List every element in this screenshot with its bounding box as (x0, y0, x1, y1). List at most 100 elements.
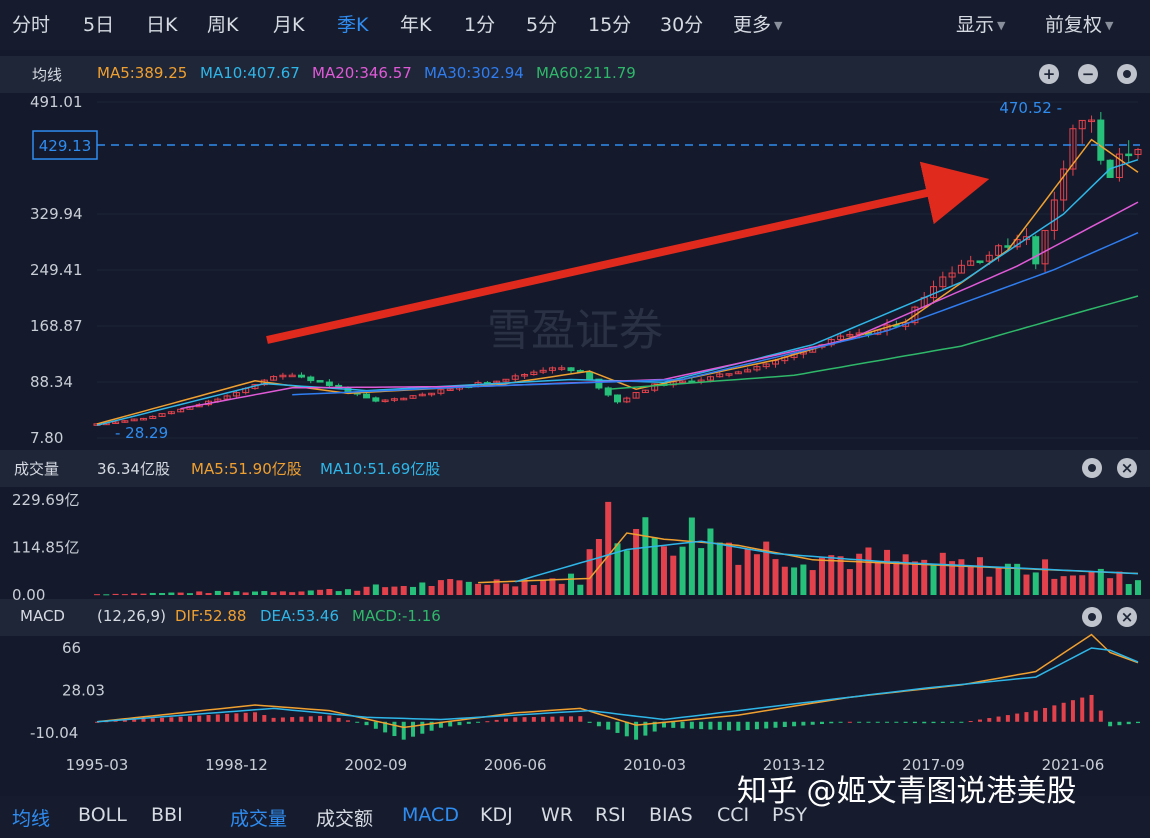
volume-bar (270, 592, 277, 595)
macd-histogram-bar (411, 721, 416, 737)
volume-bar (177, 592, 184, 595)
candle-body (446, 388, 454, 392)
tab-30min[interactable]: 30分 (660, 14, 704, 36)
max-price-label: 470.52 - (999, 99, 1062, 117)
adjust-dropdown[interactable]: 前复权 ▼ (1045, 10, 1113, 37)
volume-bar (298, 591, 305, 595)
volume-bar (475, 583, 482, 595)
volume-bar (670, 555, 677, 595)
volume-bar (1023, 574, 1030, 595)
tab-5min[interactable]: 5分 (526, 14, 558, 36)
tab-timeshare[interactable]: 分时 (12, 14, 51, 36)
settings-icon[interactable] (1082, 607, 1102, 627)
macd-histogram-bar (1024, 712, 1029, 722)
time-axis-tick-7: 2021-06 (1042, 756, 1105, 774)
macd-histogram-bar (727, 721, 732, 731)
tab-bias[interactable]: BIAS (649, 804, 693, 826)
candle-body (372, 397, 380, 402)
ma30-value: MA30:302.94 (424, 64, 524, 82)
tab-daily-k[interactable]: 日K (146, 14, 178, 36)
volume-bar (465, 581, 472, 595)
tab-ma[interactable]: 均线 (12, 808, 51, 830)
tab-quarterly-k[interactable]: 季K (337, 14, 369, 36)
display-label: 显示 (956, 14, 995, 36)
tab-cci[interactable]: CCI (717, 804, 750, 826)
zoom-in-icon[interactable]: + (1039, 64, 1059, 84)
macd-histogram-bar (754, 721, 759, 730)
macd-histogram-bar (160, 717, 165, 722)
time-axis-tick-6: 2017-09 (902, 756, 965, 774)
tab-15min[interactable]: 15分 (588, 14, 632, 36)
volume-bar (317, 589, 324, 595)
candle-body (1060, 168, 1068, 201)
macd-histogram-bar (197, 715, 202, 722)
tab-bbi[interactable]: BBI (151, 804, 183, 826)
macd-histogram-bar (522, 717, 527, 722)
volume-bar (549, 578, 556, 595)
macd-histogram-bar (1080, 697, 1085, 722)
macd-histogram-bar (531, 716, 536, 722)
volume-bar (623, 550, 630, 595)
tab-weekly-k[interactable]: 周K (207, 14, 239, 36)
tab-1min[interactable]: 1分 (464, 14, 496, 36)
macd-histogram-bar (587, 721, 592, 723)
macd-histogram-bar (569, 716, 574, 722)
tab-wr[interactable]: WR (541, 804, 573, 826)
candle-body (223, 395, 231, 400)
tab-macd[interactable]: MACD (402, 804, 459, 826)
min-price-label: - 28.29 (115, 424, 168, 442)
volume-bar (809, 570, 816, 595)
tab-boll[interactable]: BOLL (78, 804, 127, 826)
macd-histogram-bar (1043, 707, 1048, 722)
tab-rsi[interactable]: RSI (595, 804, 626, 826)
volume-bar (986, 576, 993, 595)
tab-monthly-k[interactable]: 月K (273, 14, 305, 36)
tab-psy[interactable]: PSY (772, 804, 808, 826)
close-icon[interactable]: × (1117, 607, 1137, 627)
zoom-out-icon[interactable]: − (1078, 64, 1098, 84)
macd-histogram-bar (299, 716, 304, 722)
macd-histogram-bar (187, 716, 192, 722)
macd-histogram-bar (680, 721, 685, 729)
volume-bar (874, 561, 881, 595)
tab-5day[interactable]: 5日 (83, 14, 115, 36)
volume-bar (586, 549, 593, 595)
macd-histogram-bar (215, 714, 220, 722)
macd-histogram-bar (336, 717, 341, 722)
volume-bar (791, 567, 798, 595)
candle-body (1088, 119, 1096, 123)
display-dropdown[interactable]: 显示 ▼ (956, 10, 1005, 37)
macd-axis-tick-0: 66 (62, 639, 81, 657)
macd-histogram-bar (1005, 715, 1010, 722)
candle-body (632, 392, 640, 399)
candle-body (604, 387, 612, 396)
volume-bar (214, 590, 221, 595)
volume-bar (846, 569, 853, 595)
current-price-label: 429.13 (39, 137, 92, 155)
volume-bar (818, 557, 825, 595)
volume-bar (493, 579, 500, 595)
settings-icon[interactable] (1082, 458, 1102, 478)
settings-icon[interactable] (1117, 64, 1137, 84)
candle-body (641, 389, 649, 394)
candle-body (530, 371, 538, 376)
candle-body (948, 272, 956, 278)
macd-histogram-bar (253, 712, 258, 722)
macd-histogram-bar (717, 721, 722, 730)
tab-yearly-k[interactable]: 年K (400, 14, 432, 36)
volume-bar (753, 554, 760, 595)
macd-histogram-bar (912, 721, 917, 724)
macd-histogram-bar (1136, 721, 1140, 724)
tab-turnover[interactable]: 成交额 (316, 808, 374, 830)
ma5-value: MA5:389.25 (97, 64, 188, 82)
macd-histogram-bar (364, 721, 369, 726)
tab-kdj[interactable]: KDJ (480, 804, 513, 826)
macd-histogram-bar (801, 721, 806, 726)
watermark-corner: 知乎 @姬文青图说港美股 (737, 774, 1077, 809)
close-icon[interactable]: × (1117, 458, 1137, 478)
volume-bar (1051, 578, 1058, 595)
macd-histogram-bar (401, 721, 406, 740)
candle-body (1134, 149, 1142, 155)
tab-volume[interactable]: 成交量 (230, 808, 288, 830)
tab-more[interactable]: 更多 ▼ (733, 10, 782, 37)
